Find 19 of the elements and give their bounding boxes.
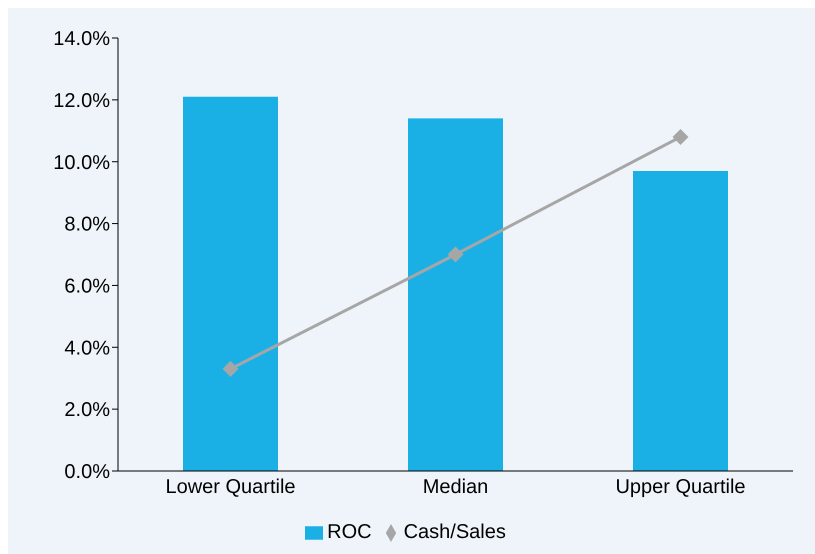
point: [222, 360, 238, 377]
y-tick-label: 2.0%: [64, 399, 110, 422]
legend-label: ROC: [327, 521, 372, 543]
x-tick-label: Lower Quartile: [165, 476, 296, 498]
point: [448, 246, 464, 262]
x-tick-label: Median: [422, 476, 488, 498]
y-tick-label: 0.0%: [64, 461, 110, 484]
y-tick-label: 6.0%: [64, 276, 110, 298]
y-tick-label: 10.0%: [53, 152, 110, 174]
y-tick-label: 8.0%: [64, 214, 110, 236]
point: [672, 128, 688, 145]
y-tick-label: 14.0%: [53, 28, 110, 50]
bar: [633, 170, 728, 471]
legend-label: Cash/Sales: [404, 521, 506, 543]
bar: [408, 118, 503, 471]
x-tick-label: Upper Quartile: [615, 476, 746, 498]
y-tick-label: 12.0%: [53, 90, 110, 112]
y-tick-label: 4.0%: [64, 337, 110, 360]
bar: [183, 96, 278, 471]
